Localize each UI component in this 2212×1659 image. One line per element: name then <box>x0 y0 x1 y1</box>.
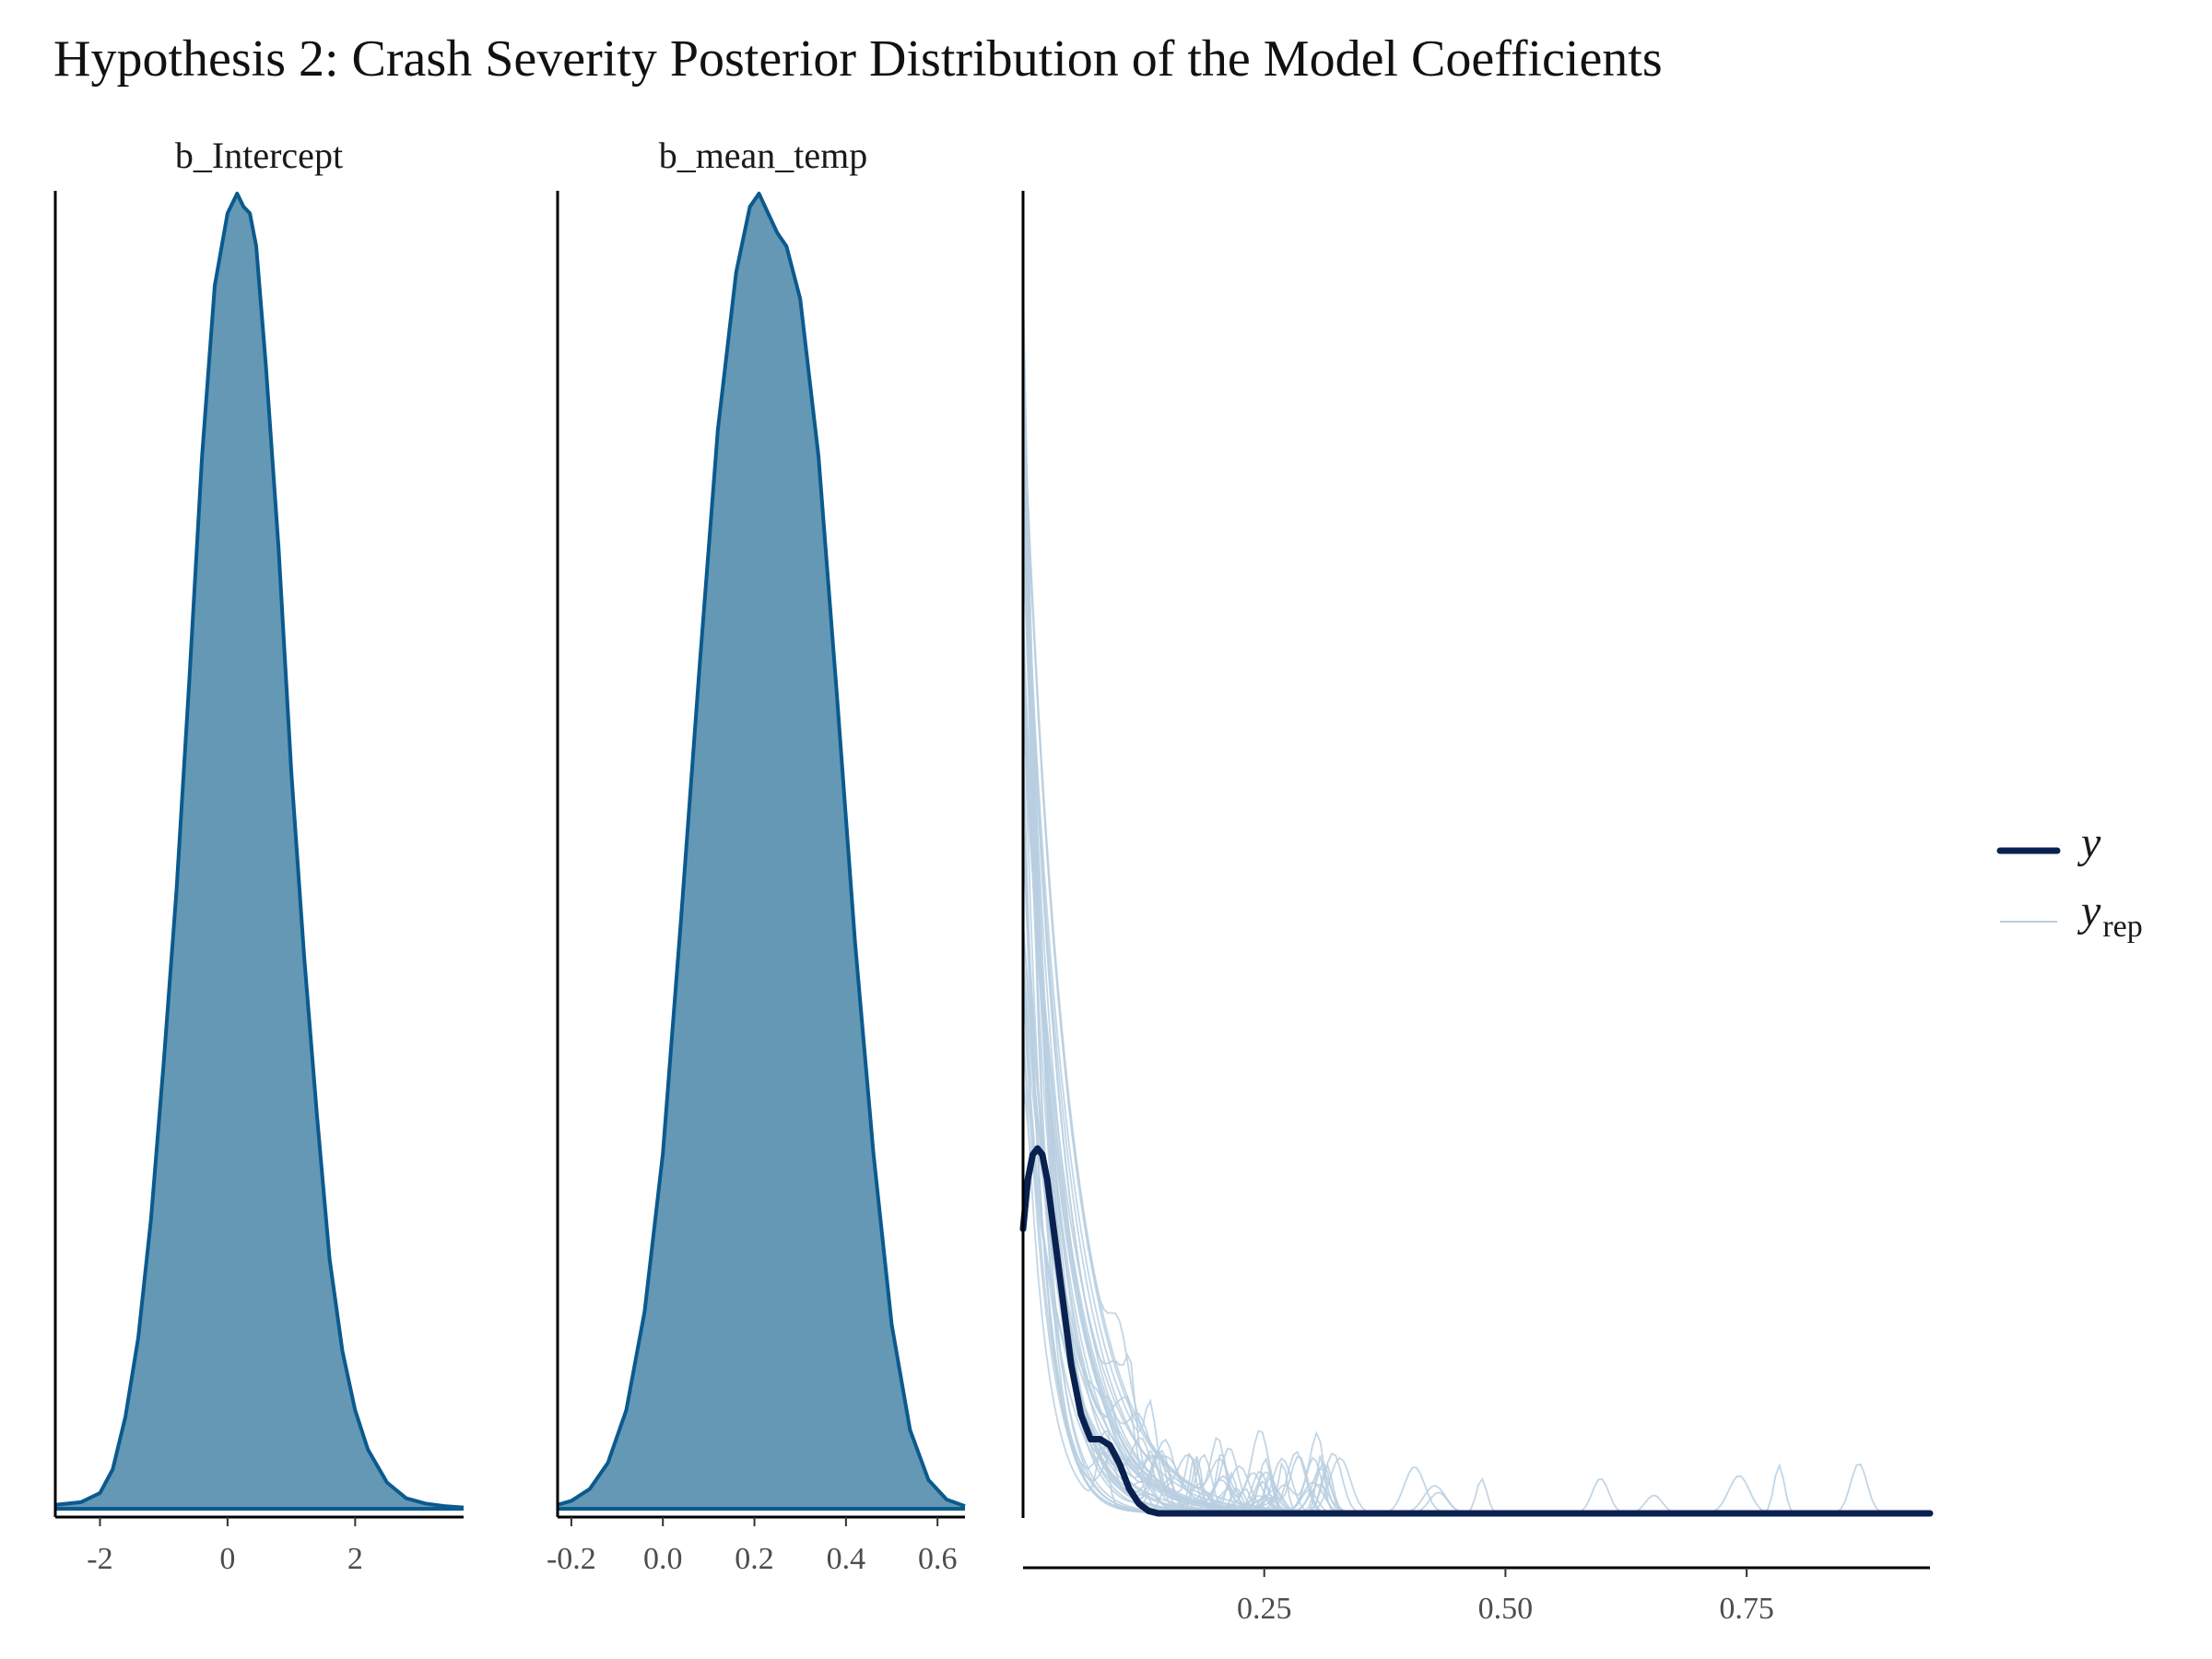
yrep-line <box>1022 393 1926 1514</box>
y-observed-line <box>1019 1145 1934 1517</box>
yrep-line <box>1022 608 1926 1514</box>
yrep-line <box>1022 387 1926 1514</box>
x-tick-label: 0.4 <box>827 1542 866 1576</box>
yrep-line <box>1022 970 1926 1514</box>
yrep-line <box>1022 958 1926 1514</box>
yrep-line <box>1022 489 1926 1514</box>
x-tick-label: 0.50 <box>1478 1592 1534 1626</box>
x-tick-label: 0.2 <box>735 1542 774 1576</box>
x-tick-label: 0.0 <box>643 1542 683 1576</box>
yrep-lines <box>1022 281 1926 1514</box>
density-line <box>54 192 465 1510</box>
yrep-line <box>1022 378 1926 1514</box>
chart-title: Hypothesis 2: Crash Severity Posterior D… <box>53 30 1663 88</box>
yrep-line <box>1022 735 1926 1514</box>
yrep-line <box>1022 824 1926 1514</box>
legend: y yrep <box>1996 818 2143 944</box>
yrep-line <box>1022 421 1926 1514</box>
yrep-line <box>1022 992 1926 1514</box>
x-tick-label: 0 <box>219 1542 235 1576</box>
yrep-line <box>1022 640 1926 1514</box>
yrep-line <box>1022 1044 1926 1514</box>
yrep-line <box>1022 840 1926 1514</box>
x-tick-label: -0.2 <box>547 1542 596 1576</box>
density-panel-b_Intercept: -2 0 2 b_Intercept <box>53 135 465 1576</box>
yrep-line <box>1022 494 1926 1514</box>
yrep-line <box>1022 1016 1926 1514</box>
ppcheck-panel: 0.25 0.50 0.75 y yrep <box>1019 191 2143 1626</box>
x-tick-label: 0.75 <box>1719 1592 1774 1626</box>
density-line <box>557 192 966 1508</box>
yrep-line <box>1022 400 1926 1514</box>
yrep-line <box>1022 747 1926 1514</box>
yrep-line <box>1022 311 1926 1514</box>
yrep-line <box>1022 820 1926 1514</box>
density-area <box>558 194 965 1509</box>
yrep-line <box>1022 666 1926 1514</box>
yrep-line <box>1022 919 1926 1514</box>
yrep-line <box>1022 704 1926 1514</box>
yrep-line <box>1022 357 1926 1514</box>
density-panel-b_mean_temp: -0.2 0.0 0.2 0.4 0.6 b_mean_temp <box>547 135 966 1576</box>
legend-label-yrep-sub: rep <box>2102 910 2142 944</box>
yrep-line <box>1022 444 1926 1514</box>
x-tick-label: 0.25 <box>1237 1592 1292 1626</box>
yrep-line <box>1022 687 1926 1514</box>
yrep-line <box>1022 476 1926 1514</box>
yrep-line <box>1022 427 1926 1514</box>
yrep-line <box>1022 712 1926 1514</box>
x-tick-label: 2 <box>347 1542 363 1576</box>
yrep-line <box>1022 487 1926 1514</box>
yrep-line <box>1022 496 1926 1514</box>
yrep-line <box>1022 984 1926 1514</box>
yrep-line <box>1022 530 1926 1514</box>
x-tick-label: 0.6 <box>918 1542 958 1576</box>
yrep-line <box>1022 941 1926 1514</box>
yrep-line <box>1022 813 1926 1514</box>
yrep-line <box>1022 704 1926 1514</box>
legend-label-yrep: yrep <box>2077 887 2143 944</box>
yrep-line <box>1022 972 1926 1514</box>
yrep-line <box>1022 924 1926 1514</box>
strip-title: b_Intercept <box>175 135 343 176</box>
density-area <box>55 194 464 1509</box>
strip-title: b_mean_temp <box>659 135 868 176</box>
yrep-line <box>1022 339 1926 1514</box>
yrep-line <box>1022 693 1926 1514</box>
yrep-line <box>1022 281 1926 1514</box>
legend-label-y: y <box>2077 818 2101 867</box>
yrep-line <box>1022 632 1926 1514</box>
yrep-line <box>1022 679 1926 1514</box>
x-tick-label: -2 <box>87 1542 112 1576</box>
